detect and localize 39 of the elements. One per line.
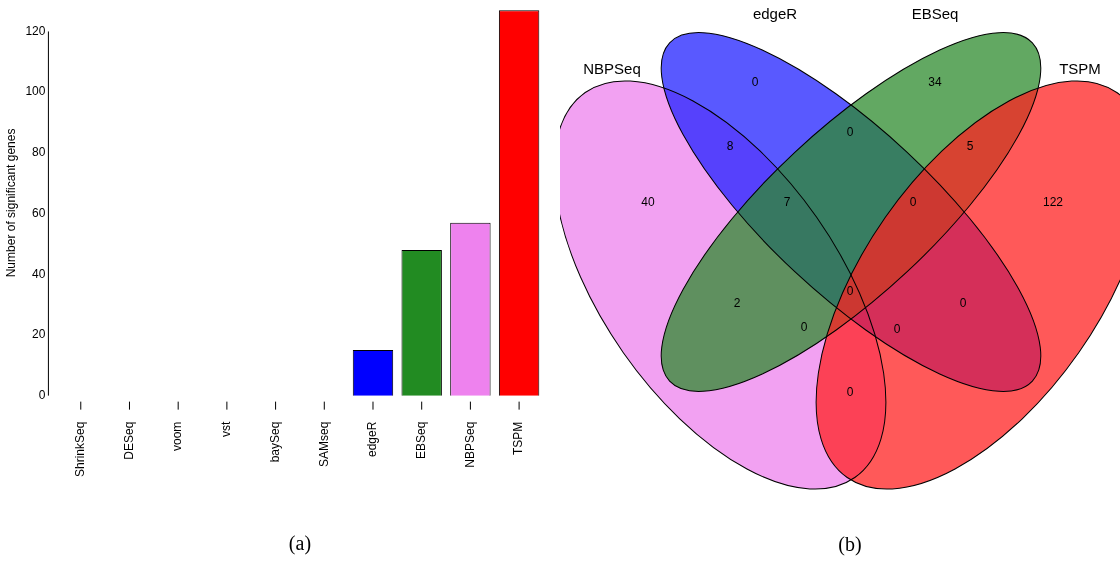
x-tick-label: TSPM [511, 421, 526, 455]
y-tick-label: 0 [38, 387, 46, 402]
category-label: EBSeq [911, 5, 959, 23]
x-tick-label: DESeq [121, 421, 136, 460]
text: 5 [966, 139, 974, 154]
x-tick-label: NBPSeq [462, 421, 477, 468]
text: 2 [733, 296, 741, 311]
text: 122 [1042, 195, 1064, 210]
category-label: NBPSeq [583, 60, 641, 78]
x-tick-label: vst [219, 420, 234, 437]
x-tick-label: SAMseq [316, 421, 331, 467]
y-tick-label: 20 [32, 327, 46, 342]
text: 0 [846, 125, 854, 140]
text: 7 [783, 195, 791, 210]
text: 8 [726, 139, 734, 154]
y-tick-label: 60 [32, 205, 46, 220]
x-axis-title: (a) [288, 532, 312, 556]
text: 34 [928, 75, 942, 90]
text: 0 [893, 322, 901, 337]
text: 0 [909, 195, 917, 210]
text: (b) [838, 533, 862, 557]
y-tick-label: 120 [25, 23, 46, 38]
y-tick-label: 80 [32, 145, 46, 160]
text: 40 [641, 195, 655, 210]
text: 0 [846, 385, 854, 400]
text: 0 [959, 296, 967, 311]
category-label: TSPM [1059, 60, 1101, 78]
x-tick-label: baySeq [267, 421, 282, 463]
x-tick-label: ShrinkSeq [73, 421, 88, 478]
x-tick-label: voom [170, 421, 185, 451]
x-tick-label: edgeR [365, 421, 380, 458]
text: 0 [846, 284, 854, 299]
text: 0 [751, 75, 759, 90]
y-tick-label: 40 [32, 266, 46, 281]
category-label: edgeR [752, 5, 798, 23]
text: 0 [800, 320, 808, 335]
y-tick-label: 100 [25, 84, 46, 99]
x-tick-label: EBSeq [414, 421, 429, 459]
y-axis-title: Number of significant genes [3, 128, 18, 278]
